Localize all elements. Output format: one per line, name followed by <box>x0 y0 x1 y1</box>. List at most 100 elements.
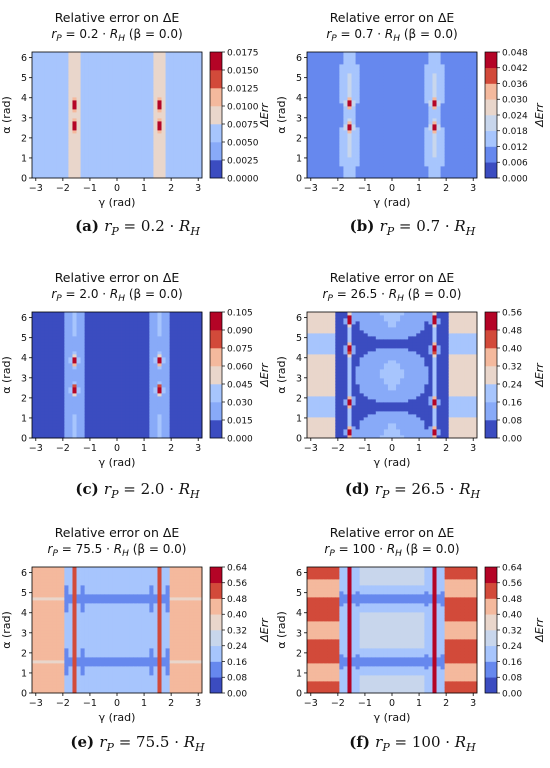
heatmap-cell <box>197 70 203 74</box>
heatmap-cell <box>416 112 421 116</box>
heatmap-cell <box>307 172 312 176</box>
heatmap-cell <box>468 64 474 68</box>
heatmap-cell <box>117 315 122 319</box>
heatmap-cell <box>456 133 462 137</box>
heatmap-cell <box>157 399 162 403</box>
heatmap-cell <box>44 73 49 77</box>
heatmap-cell <box>96 139 102 143</box>
heatmap-cell <box>60 172 65 176</box>
heatmap-cell <box>408 127 413 131</box>
heatmap-cell <box>177 172 183 176</box>
heatmap-cell <box>153 88 158 92</box>
heatmap-cell <box>100 348 106 352</box>
heatmap-cell <box>307 160 312 164</box>
heatmap-cell <box>396 124 401 128</box>
heatmap-cell <box>387 163 393 167</box>
heatmap-cell <box>367 166 373 170</box>
heatmap-cell <box>92 154 98 158</box>
heatmap-cell <box>355 136 361 140</box>
heatmap-cell <box>392 52 397 56</box>
heatmap-cell <box>141 336 146 340</box>
heatmap-cell <box>177 79 183 83</box>
heatmap-cell <box>464 112 470 116</box>
heatmap-cell <box>92 324 98 328</box>
heatmap-cell <box>149 432 154 436</box>
heatmap-cell <box>129 387 134 391</box>
heatmap-cell <box>108 318 114 322</box>
heatmap-cell <box>371 52 377 56</box>
heatmap-cell <box>149 372 154 376</box>
heatmap-cell <box>72 64 77 68</box>
heatmap-cell <box>331 64 336 68</box>
heatmap-cell <box>432 109 437 113</box>
heatmap-cell <box>149 79 154 83</box>
heatmap-cell <box>44 103 49 107</box>
heatmap-cell <box>307 169 312 173</box>
heatmap-cell <box>104 145 110 149</box>
heatmap-cell <box>392 133 397 137</box>
heatmap-cell <box>68 115 73 119</box>
heatmap-cell <box>363 115 369 119</box>
heatmap-cell <box>44 318 49 322</box>
heatmap-cell <box>96 115 102 119</box>
heatmap-cell <box>145 372 150 376</box>
heatmap-cell <box>72 55 77 59</box>
heatmap-cell <box>121 411 126 415</box>
heatmap-cell <box>141 330 146 334</box>
heatmap-cell <box>157 139 162 143</box>
heatmap-cell <box>343 145 348 149</box>
heatmap-cell <box>121 369 126 373</box>
heatmap-cell <box>468 166 474 170</box>
heatmap-cell <box>416 94 421 98</box>
heatmap-cell <box>323 61 328 65</box>
heatmap-cell <box>100 145 106 149</box>
heatmap-cell <box>44 339 49 343</box>
heatmap-cell <box>396 136 401 140</box>
heatmap-cell <box>371 151 377 155</box>
heatmap-cell <box>133 118 138 122</box>
heatmap-cell <box>36 324 41 328</box>
heatmap-cell <box>129 82 134 86</box>
heatmap-cell <box>323 145 328 149</box>
heatmap-cell <box>137 169 142 173</box>
heatmap-cell <box>96 121 102 125</box>
heatmap-cell <box>145 160 150 164</box>
heatmap-cell <box>96 348 102 352</box>
heatmap-cell <box>408 172 413 176</box>
heatmap-cell <box>424 169 429 173</box>
heatmap-cell <box>181 133 187 137</box>
heatmap-cell <box>64 399 69 403</box>
heatmap-cell <box>56 402 61 406</box>
heatmap-cell <box>307 64 312 68</box>
heatmap-cell <box>408 124 413 128</box>
heatmap-cell <box>121 363 126 367</box>
heatmap-cell <box>60 154 65 158</box>
heatmap-cell <box>72 127 77 131</box>
heatmap-cell <box>335 145 340 149</box>
heatmap-cell <box>117 76 122 80</box>
heatmap-cell <box>145 411 150 415</box>
heatmap-cell <box>121 408 126 412</box>
heatmap-cell <box>112 91 118 95</box>
heatmap-cell <box>92 163 98 167</box>
heatmap-cell <box>36 432 41 436</box>
heatmap-cell <box>157 169 162 173</box>
heatmap-cell <box>323 136 328 140</box>
heatmap-cell <box>327 79 332 83</box>
heatmap-cell <box>169 151 175 155</box>
heatmap-cell <box>44 375 49 379</box>
heatmap-cell <box>76 127 81 131</box>
heatmap-cell <box>32 166 37 170</box>
heatmap-cell <box>52 405 57 409</box>
heatmap-cell <box>420 64 425 68</box>
heatmap-cell <box>416 160 421 164</box>
heatmap-cell <box>363 121 369 125</box>
heatmap-cell <box>125 366 130 370</box>
heatmap-cell <box>145 58 150 62</box>
heatmap-cell <box>371 139 377 143</box>
heatmap-cell <box>76 148 81 152</box>
heatmap-cell <box>448 91 454 95</box>
heatmap-cell <box>48 381 53 385</box>
heatmap-cell <box>68 360 73 364</box>
heatmap-cell <box>133 88 138 92</box>
